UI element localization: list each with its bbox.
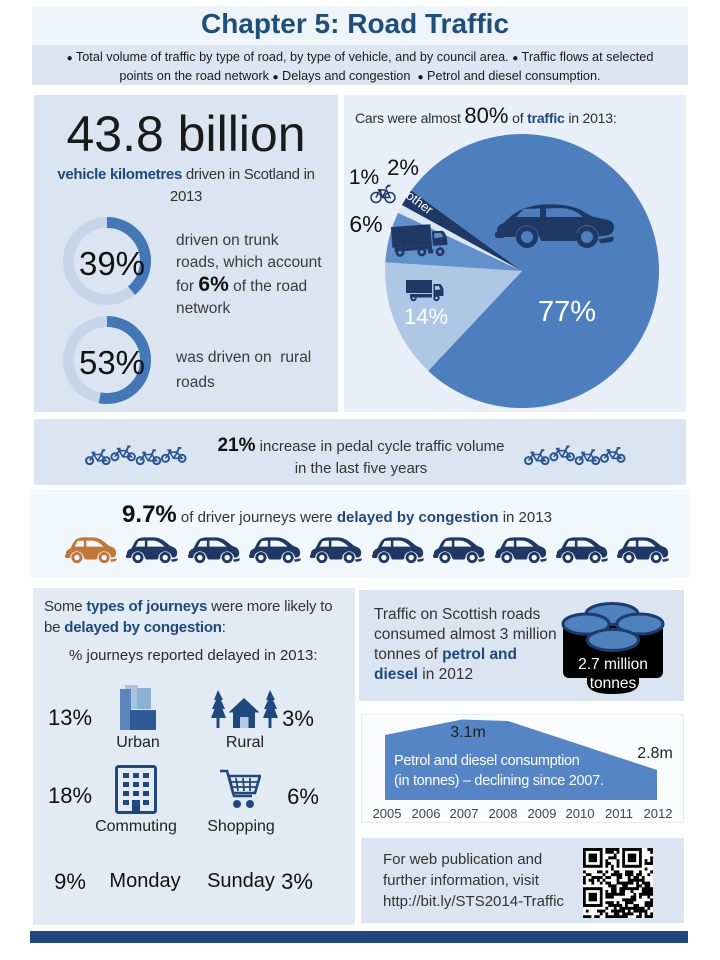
svg-text:Petrol and diesel consumption: Petrol and diesel consumption xyxy=(394,753,580,769)
svg-text:1%: 1% xyxy=(349,166,379,189)
svg-text:6%: 6% xyxy=(349,211,382,237)
svg-text:2012: 2012 xyxy=(644,806,673,821)
svg-text:tonnes: tonnes xyxy=(590,675,637,692)
svg-text:2008: 2008 xyxy=(489,806,518,821)
svg-text:2009: 2009 xyxy=(528,806,557,821)
svg-text:2.7 million: 2.7 million xyxy=(578,656,648,673)
svg-text:2%: 2% xyxy=(387,155,419,180)
svg-text:(in tonnes) – declining since: (in tonnes) – declining since 2007. xyxy=(394,773,604,789)
svg-text:2005: 2005 xyxy=(373,806,402,821)
svg-text:3.1m: 3.1m xyxy=(450,724,486,741)
svg-text:14%: 14% xyxy=(404,304,448,329)
svg-text:77%: 77% xyxy=(538,296,596,328)
svg-text:2010: 2010 xyxy=(566,806,595,821)
svg-text:2006: 2006 xyxy=(412,806,441,821)
svg-text:2.8m: 2.8m xyxy=(637,745,673,762)
svg-text:2011: 2011 xyxy=(605,806,633,821)
svg-text:2007: 2007 xyxy=(450,806,479,821)
